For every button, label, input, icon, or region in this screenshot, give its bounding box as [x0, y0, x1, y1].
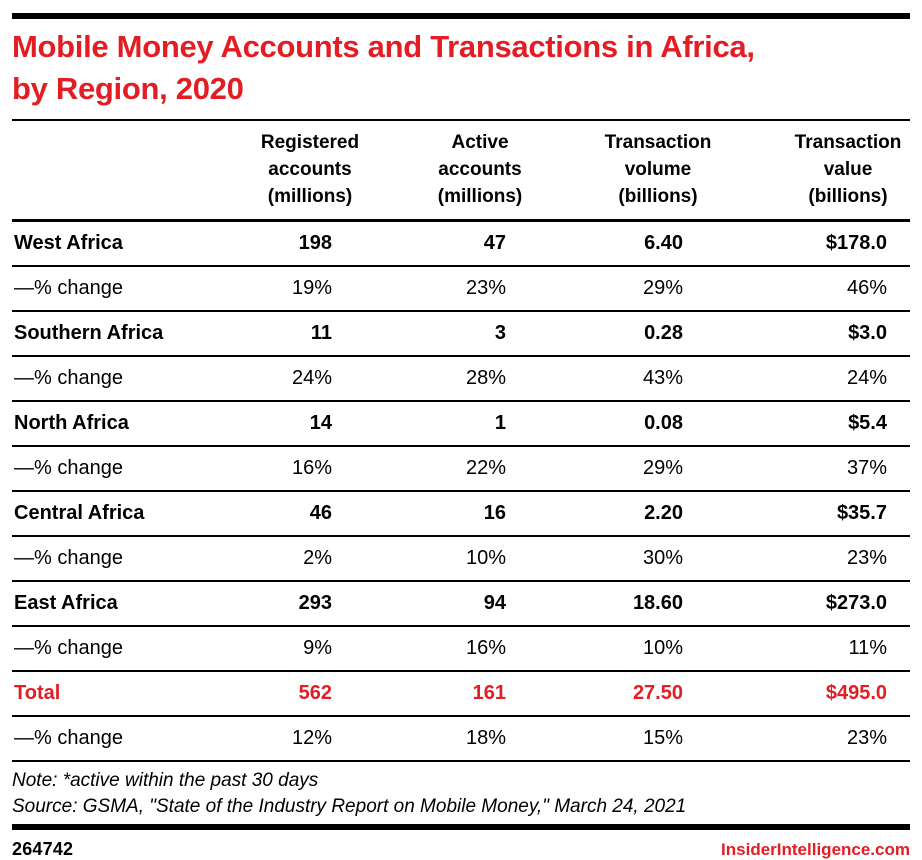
row-label: Central Africa — [14, 502, 145, 524]
cell-active: 94 — [483, 592, 506, 614]
cell-active: 10% — [465, 547, 506, 569]
row-label: Southern Africa — [14, 322, 164, 344]
table-row-north-africa: North Africa 14 1 0.08 $5.4 — [12, 401, 910, 446]
site-link[interactable]: InsiderIntelligence.com — [721, 839, 910, 859]
row-label: West Africa — [14, 232, 123, 254]
cell-value: $495.0 — [825, 682, 887, 704]
footnotes: Note: *active within the past 30 days So… — [12, 768, 910, 820]
cell-volume: 10% — [642, 637, 683, 659]
cell-registered: 2% — [303, 547, 332, 569]
cell-volume: 18.60 — [632, 592, 683, 614]
table-row-southern-africa: Southern Africa 11 3 0.28 $3.0 — [12, 311, 910, 356]
table-row-pct-change: —% change 24% 28% 43% 24% — [12, 356, 910, 401]
cell-registered: 9% — [303, 637, 332, 659]
cell-registered: 12% — [291, 727, 332, 749]
table-row-pct-change: —% change 2% 10% 30% 23% — [12, 536, 910, 581]
infographic-page: Mobile Money Accounts and Transactions i… — [0, 13, 922, 860]
cell-volume: 15% — [642, 727, 683, 749]
cell-value: $35.7 — [836, 502, 887, 524]
cell-value: 23% — [846, 727, 887, 749]
cell-volume: 0.08 — [644, 412, 683, 434]
bottom-rule-bar — [12, 824, 910, 830]
chart-id: 264742 — [12, 839, 74, 859]
title-divider-rule — [12, 119, 910, 121]
row-label: Total — [14, 682, 61, 704]
cell-active: 23% — [465, 277, 506, 299]
cell-active: 16% — [465, 637, 506, 659]
cell-registered: 14 — [309, 412, 332, 434]
cell-active: 1 — [494, 412, 506, 434]
cell-active: 161 — [472, 682, 506, 704]
top-rule-bar — [12, 13, 910, 19]
cell-volume: 30% — [642, 547, 683, 569]
cell-active: 16 — [483, 502, 506, 524]
table-row-pct-change: —% change 19% 23% 29% 46% — [12, 266, 910, 311]
row-label: —% change — [14, 367, 123, 389]
cell-volume: 43% — [642, 367, 683, 389]
cell-active: 18% — [465, 727, 506, 749]
cell-active: 28% — [465, 367, 506, 389]
row-label: —% change — [14, 277, 123, 299]
cell-volume: 29% — [642, 277, 683, 299]
data-table: Registered accounts (millions) Active ac… — [12, 121, 910, 762]
cell-registered: 19% — [291, 277, 332, 299]
table-row-pct-change: —% change 16% 22% 29% 37% — [12, 446, 910, 491]
cell-registered: 562 — [298, 682, 332, 704]
cell-value: 11% — [848, 637, 887, 659]
row-label: —% change — [14, 727, 123, 749]
cell-registered: 24% — [291, 367, 332, 389]
table-row-pct-change: —% change 9% 16% 10% 11% — [12, 626, 910, 671]
table-row-west-africa: West Africa 198 47 6.40 $178.0 — [12, 221, 910, 267]
cell-value: 23% — [846, 547, 887, 569]
cell-registered: 16% — [291, 457, 332, 479]
cell-value: 37% — [846, 457, 887, 479]
cell-active: 47 — [483, 232, 506, 254]
column-header-transaction-value: Transaction value (billions) — [731, 121, 910, 222]
row-label: North Africa — [14, 412, 129, 434]
cell-registered: 11 — [310, 322, 332, 344]
cell-value: $5.4 — [848, 412, 887, 434]
table-row-central-africa: Central Africa 46 16 2.20 $35.7 — [12, 491, 910, 536]
source-text: Source: GSMA, "State of the Industry Rep… — [12, 796, 687, 817]
cell-registered: 293 — [298, 592, 332, 614]
page-title: Mobile Money Accounts and Transactions i… — [12, 26, 910, 110]
column-header-transaction-volume: Transaction volume (billions) — [585, 121, 731, 222]
cell-volume: 6.40 — [644, 232, 683, 254]
cell-value: $3.0 — [848, 322, 887, 344]
row-label: East Africa — [14, 592, 118, 614]
cell-volume: 29% — [642, 457, 683, 479]
table-row-east-africa: East Africa 293 94 18.60 $273.0 — [12, 581, 910, 626]
cell-registered: 46 — [309, 502, 332, 524]
cell-value: 24% — [846, 367, 887, 389]
column-header-registered-accounts: Registered accounts (millions) — [245, 121, 375, 222]
row-label: —% change — [14, 637, 123, 659]
page-title-line-1: Mobile Money Accounts and Transactions i… — [12, 29, 755, 64]
cell-value: $178.0 — [825, 232, 887, 254]
page-title-line-2: by Region, 2020 — [12, 71, 244, 106]
column-header-region — [12, 121, 245, 222]
cell-active: 3 — [494, 322, 506, 344]
cell-value: 46% — [846, 277, 887, 299]
cell-volume: 27.50 — [632, 682, 683, 704]
header-row: Registered accounts (millions) Active ac… — [12, 121, 910, 222]
note-text: Note: *active within the past 30 days — [12, 770, 319, 791]
cell-active: 22% — [465, 457, 506, 479]
row-label: —% change — [14, 457, 123, 479]
row-label: —% change — [14, 547, 123, 569]
cell-registered: 198 — [298, 232, 332, 254]
footer-bar: 264742 InsiderIntelligence.com — [12, 830, 910, 860]
cell-volume: 0.28 — [644, 322, 683, 344]
table-row-pct-change: —% change 12% 18% 15% 23% — [12, 716, 910, 761]
cell-volume: 2.20 — [644, 502, 683, 524]
column-header-active-accounts: Active accounts (millions) — [375, 121, 585, 222]
table-row-total: Total 562 161 27.50 $495.0 — [12, 671, 910, 716]
cell-value: $273.0 — [825, 592, 887, 614]
